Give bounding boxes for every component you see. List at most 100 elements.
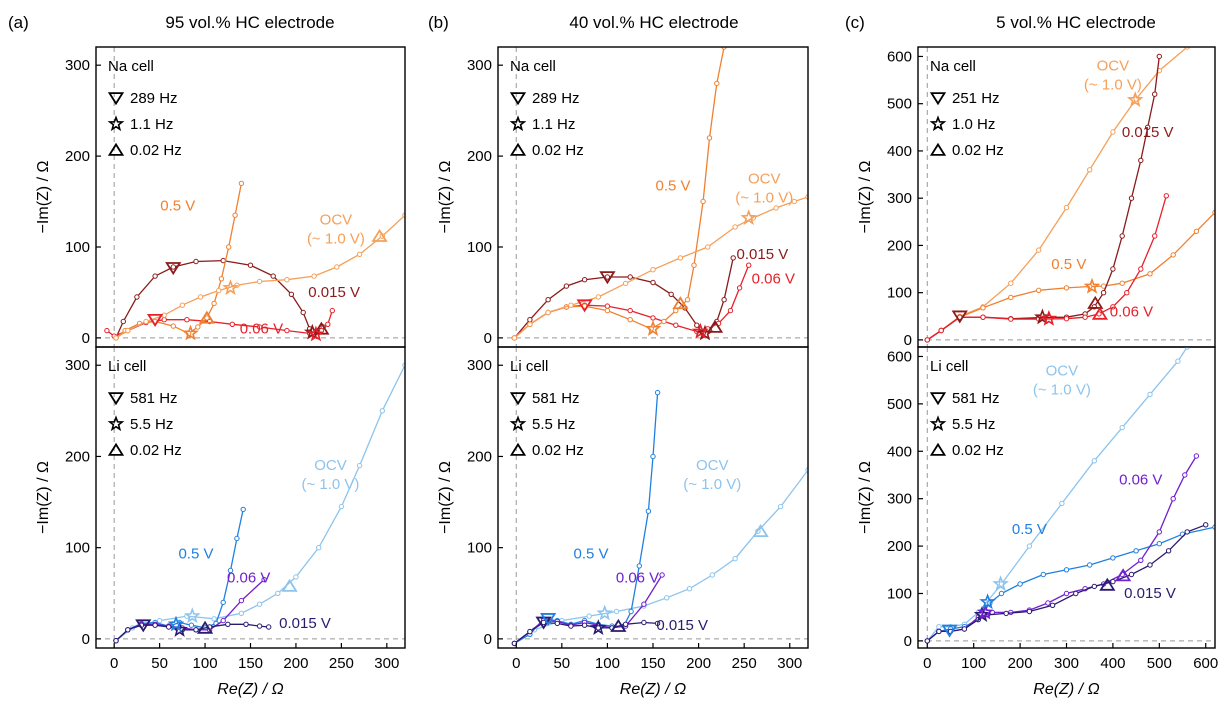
data-point bbox=[1110, 304, 1116, 310]
legend-label: 5.5 Hz bbox=[130, 416, 173, 433]
y-tick-label: 200 bbox=[467, 448, 492, 465]
cell-label: Na cell bbox=[510, 58, 556, 75]
frequency-marker bbox=[1091, 306, 1109, 320]
series-label: 0.015 V bbox=[656, 617, 708, 634]
frequency-marker bbox=[706, 319, 724, 333]
data-point bbox=[654, 389, 661, 396]
series-label: OCV bbox=[1046, 362, 1079, 379]
y-tick-label: 200 bbox=[887, 237, 912, 254]
data-point bbox=[379, 408, 385, 414]
data-point bbox=[256, 623, 263, 629]
data-point bbox=[641, 619, 647, 626]
data-point bbox=[1082, 314, 1088, 320]
data-point bbox=[1003, 610, 1009, 617]
frequency-marker bbox=[596, 604, 614, 621]
series-label: (~ 1.0 V) bbox=[735, 189, 793, 206]
data-point bbox=[229, 321, 236, 327]
y-tick-label: 0 bbox=[82, 330, 90, 347]
data-point bbox=[211, 300, 217, 307]
data-point bbox=[924, 638, 930, 644]
cell-label: Li cell bbox=[108, 358, 146, 375]
series-label: 0.06 V bbox=[1110, 303, 1153, 320]
legend-marker bbox=[929, 442, 947, 456]
data-point bbox=[329, 307, 335, 314]
frequency-marker bbox=[135, 619, 152, 633]
data-point bbox=[1138, 157, 1144, 164]
data-point bbox=[266, 624, 272, 630]
data-point bbox=[247, 262, 254, 268]
x-tick-label: 200 bbox=[1008, 655, 1033, 672]
y-axis-label: −Im(Z) / Ω bbox=[35, 161, 52, 234]
legend-label: 5.5 Hz bbox=[952, 416, 995, 433]
data-point bbox=[1008, 316, 1014, 322]
y-tick-label: 200 bbox=[467, 148, 492, 165]
data-point bbox=[238, 180, 245, 187]
data-point bbox=[256, 324, 263, 330]
data-point bbox=[924, 337, 930, 343]
frequency-marker bbox=[692, 322, 709, 339]
x-tick-label: 300 bbox=[374, 655, 399, 672]
frequency-marker bbox=[599, 271, 616, 285]
x-tick-label: 100 bbox=[961, 655, 986, 672]
series-label: 0.015 V bbox=[279, 615, 331, 632]
data-point bbox=[627, 307, 633, 314]
data-point bbox=[604, 274, 611, 280]
legend-label: 581 Hz bbox=[952, 390, 1000, 407]
x-tick-label: 400 bbox=[1100, 655, 1125, 672]
x-tick-label: 50 bbox=[553, 655, 570, 672]
y-tick-label: 300 bbox=[65, 357, 90, 374]
frequency-marker bbox=[1099, 577, 1116, 591]
data-point bbox=[104, 327, 110, 334]
data-point bbox=[661, 318, 667, 325]
legend-label: 0.02 Hz bbox=[130, 442, 182, 459]
data-point bbox=[275, 590, 281, 596]
data-point bbox=[1063, 285, 1070, 291]
data-point bbox=[156, 617, 163, 624]
data-point bbox=[256, 278, 263, 285]
x-tick-label: 250 bbox=[732, 655, 757, 672]
x-tick-label: 150 bbox=[238, 655, 263, 672]
legend-label: 289 Hz bbox=[130, 90, 178, 107]
data-point bbox=[125, 327, 131, 334]
data-point bbox=[338, 503, 345, 510]
data-point bbox=[581, 277, 588, 283]
legend-marker bbox=[509, 115, 527, 132]
data-point bbox=[936, 628, 942, 635]
data-point bbox=[288, 291, 295, 297]
y-tick-label: 600 bbox=[887, 348, 912, 365]
series-label: (~ 1.0 V) bbox=[301, 476, 359, 493]
panel-title: 95 vol.% HC electrode bbox=[165, 13, 334, 32]
data-point bbox=[527, 628, 533, 635]
legend-label: 0.02 Hz bbox=[952, 442, 1004, 459]
plot-area bbox=[511, 389, 808, 647]
data-point bbox=[193, 258, 199, 265]
data-point bbox=[1156, 53, 1163, 60]
data-point bbox=[1193, 453, 1200, 459]
legend-label: 0.02 Hz bbox=[532, 442, 584, 459]
data-point bbox=[356, 462, 363, 469]
legend-label: 1.0 Hz bbox=[952, 116, 995, 133]
data-point bbox=[1091, 458, 1098, 464]
x-tick-label: 100 bbox=[595, 655, 620, 672]
data-point bbox=[270, 273, 276, 279]
frequency-marker bbox=[1114, 568, 1132, 582]
data-point bbox=[709, 572, 715, 578]
legend-label: 0.02 Hz bbox=[130, 142, 182, 159]
data-point bbox=[773, 205, 779, 211]
y-tick-label: 200 bbox=[887, 538, 912, 555]
y-tick-label: 400 bbox=[887, 143, 912, 160]
legend-marker bbox=[107, 415, 125, 432]
data-point bbox=[1036, 247, 1042, 253]
series-label: 0.06 V bbox=[240, 320, 283, 337]
series-label: (~ 1.0 V) bbox=[1033, 381, 1091, 398]
data-point bbox=[714, 80, 720, 87]
data-point bbox=[1049, 602, 1056, 608]
y-tick-label: 400 bbox=[887, 443, 912, 460]
data-point bbox=[628, 608, 634, 615]
data-point bbox=[193, 627, 199, 633]
data-point bbox=[240, 506, 246, 513]
data-point bbox=[225, 621, 231, 627]
data-point bbox=[170, 323, 177, 329]
frequency-marker bbox=[752, 524, 769, 538]
